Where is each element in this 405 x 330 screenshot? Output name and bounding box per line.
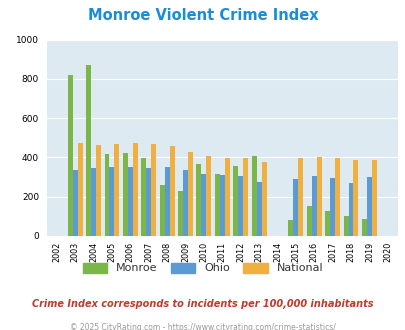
Bar	[132, 143, 137, 236]
Bar	[68, 75, 72, 236]
Bar	[128, 167, 132, 236]
Bar	[353, 160, 358, 236]
Bar	[183, 170, 188, 236]
Text: Monroe Violent Crime Index: Monroe Violent Crime Index	[87, 8, 318, 23]
Bar	[306, 206, 311, 236]
Bar	[293, 179, 298, 236]
Bar	[243, 158, 247, 236]
Text: © 2025 CityRating.com - https://www.cityrating.com/crime-statistics/: © 2025 CityRating.com - https://www.city…	[70, 323, 335, 330]
Bar	[214, 174, 219, 236]
Bar	[188, 151, 192, 236]
Bar	[201, 174, 206, 236]
Bar	[91, 168, 96, 236]
Bar	[343, 216, 347, 236]
Bar	[104, 154, 109, 236]
Bar	[123, 153, 128, 236]
Bar	[224, 158, 229, 236]
Bar	[114, 144, 119, 236]
Bar	[146, 168, 151, 236]
Bar	[366, 178, 371, 236]
Bar	[109, 167, 114, 236]
Bar	[159, 185, 164, 236]
Bar	[361, 219, 366, 236]
Bar	[329, 178, 334, 236]
Bar	[256, 182, 261, 236]
Bar	[141, 158, 146, 236]
Bar	[178, 191, 183, 236]
Bar	[251, 156, 256, 236]
Bar	[86, 65, 91, 236]
Bar	[324, 212, 329, 236]
Bar	[219, 176, 224, 236]
Bar	[164, 167, 169, 236]
Bar	[238, 176, 243, 236]
Legend: Monroe, Ohio, National: Monroe, Ohio, National	[80, 260, 325, 276]
Bar	[77, 143, 83, 236]
Bar	[261, 162, 266, 236]
Bar	[316, 157, 321, 236]
Bar	[371, 160, 376, 236]
Bar	[334, 158, 339, 236]
Bar	[347, 182, 353, 236]
Bar	[206, 156, 211, 236]
Bar	[151, 144, 156, 236]
Text: Crime Index corresponds to incidents per 100,000 inhabitants: Crime Index corresponds to incidents per…	[32, 299, 373, 309]
Bar	[96, 145, 101, 236]
Bar	[298, 158, 303, 236]
Bar	[72, 170, 77, 236]
Bar	[288, 220, 293, 236]
Bar	[169, 146, 174, 236]
Bar	[232, 166, 238, 236]
Bar	[311, 177, 316, 236]
Bar	[196, 164, 201, 236]
